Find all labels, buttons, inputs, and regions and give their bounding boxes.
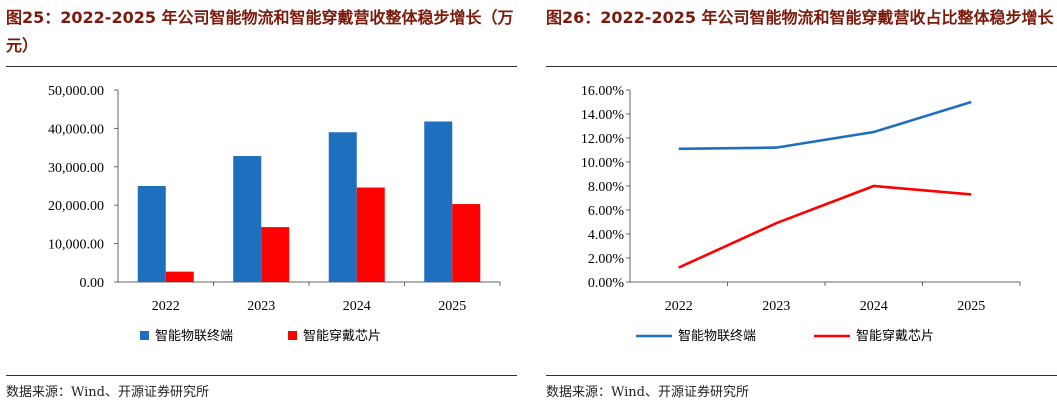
line-wearable-chip xyxy=(678,184,972,269)
y-tick-label: 2.00% xyxy=(588,252,625,267)
y-tick-label: 14.00% xyxy=(581,108,625,123)
y-tick-label: 10.00% xyxy=(581,156,625,171)
bar-iot-terminal-2022 xyxy=(137,186,166,282)
right-source-rule xyxy=(546,375,1057,376)
x-tick-label: 2022 xyxy=(152,299,180,314)
bar-iot-terminal-2023 xyxy=(233,156,262,282)
bar-wearable-chip-2024 xyxy=(356,187,385,282)
left-source-rule xyxy=(6,375,517,376)
y-tick-label: 4.00% xyxy=(588,228,625,243)
line-iot-terminal xyxy=(678,100,972,151)
bar-iot-terminal-2025 xyxy=(424,121,453,282)
left-source-note: 数据来源：Wind、开源证券研究所 xyxy=(6,385,209,400)
x-tick-label: 2023 xyxy=(247,299,275,314)
y-tick-label: 6.00% xyxy=(588,204,625,219)
y-tick-label: 16.00% xyxy=(581,84,625,99)
left-figure-panel: 图25：2022-2025 年公司智能物流和智能穿戴营收整体稳步增长（万元） 0… xyxy=(0,0,517,405)
left-figure-title: 图25：2022-2025 年公司智能物流和智能穿戴营收整体稳步增长（万元） xyxy=(6,8,514,55)
right-figure-title: 图26：2022-2025 年公司智能物流和智能穿戴营收占比整体稳步增长 xyxy=(546,8,1054,27)
legend-label: 智能物联终端 xyxy=(155,328,233,344)
y-tick-label: 0.00 xyxy=(80,276,105,291)
bar-iot-terminal-2024 xyxy=(328,132,357,282)
line-chart: 0.00% 2.00% 4.00% 6.00% 8.00% 10.00% 12.00% 14.… xyxy=(581,84,1021,344)
x-tick-label: 2024 xyxy=(343,299,371,314)
left-title-rule xyxy=(6,66,517,67)
x-tick-label: 2024 xyxy=(860,299,888,314)
legend-swatch xyxy=(288,331,297,340)
x-tick-label: 2023 xyxy=(762,299,790,314)
right-title-rule xyxy=(546,66,1057,67)
y-tick-label: 8.00% xyxy=(588,180,625,195)
y-tick-label: 20,000.00 xyxy=(48,199,104,214)
legend-label: 智能穿戴芯片 xyxy=(856,328,934,344)
y-tick-label: 10,000.00 xyxy=(48,238,104,253)
bar-wearable-chip-2025 xyxy=(452,204,481,282)
y-tick-label: 0.00% xyxy=(588,276,625,291)
x-tick-label: 2025 xyxy=(957,299,985,314)
legend-swatch xyxy=(140,331,149,340)
legend-label: 智能物联终端 xyxy=(678,328,756,344)
right-source-note: 数据来源：Wind、开源证券研究所 xyxy=(546,385,749,400)
right-figure-panel: 图26：2022-2025 年公司智能物流和智能穿戴营收占比整体稳步增长 0.0… xyxy=(540,0,1057,405)
y-tick-label: 12.00% xyxy=(581,132,625,147)
y-tick-label: 40,000.00 xyxy=(48,122,104,137)
legend-label: 智能穿戴芯片 xyxy=(303,328,381,344)
x-tick-label: 2025 xyxy=(438,299,466,314)
x-tick-label: 2022 xyxy=(665,299,693,314)
y-tick-label: 50,000.00 xyxy=(48,84,104,99)
bar-chart: 0.00 10,000.00 20,000.00 30,000.00 40,000.00… xyxy=(48,84,501,344)
bar-wearable-chip-2022 xyxy=(165,271,194,282)
bar-wearable-chip-2023 xyxy=(261,227,290,282)
y-tick-label: 30,000.00 xyxy=(48,161,104,176)
